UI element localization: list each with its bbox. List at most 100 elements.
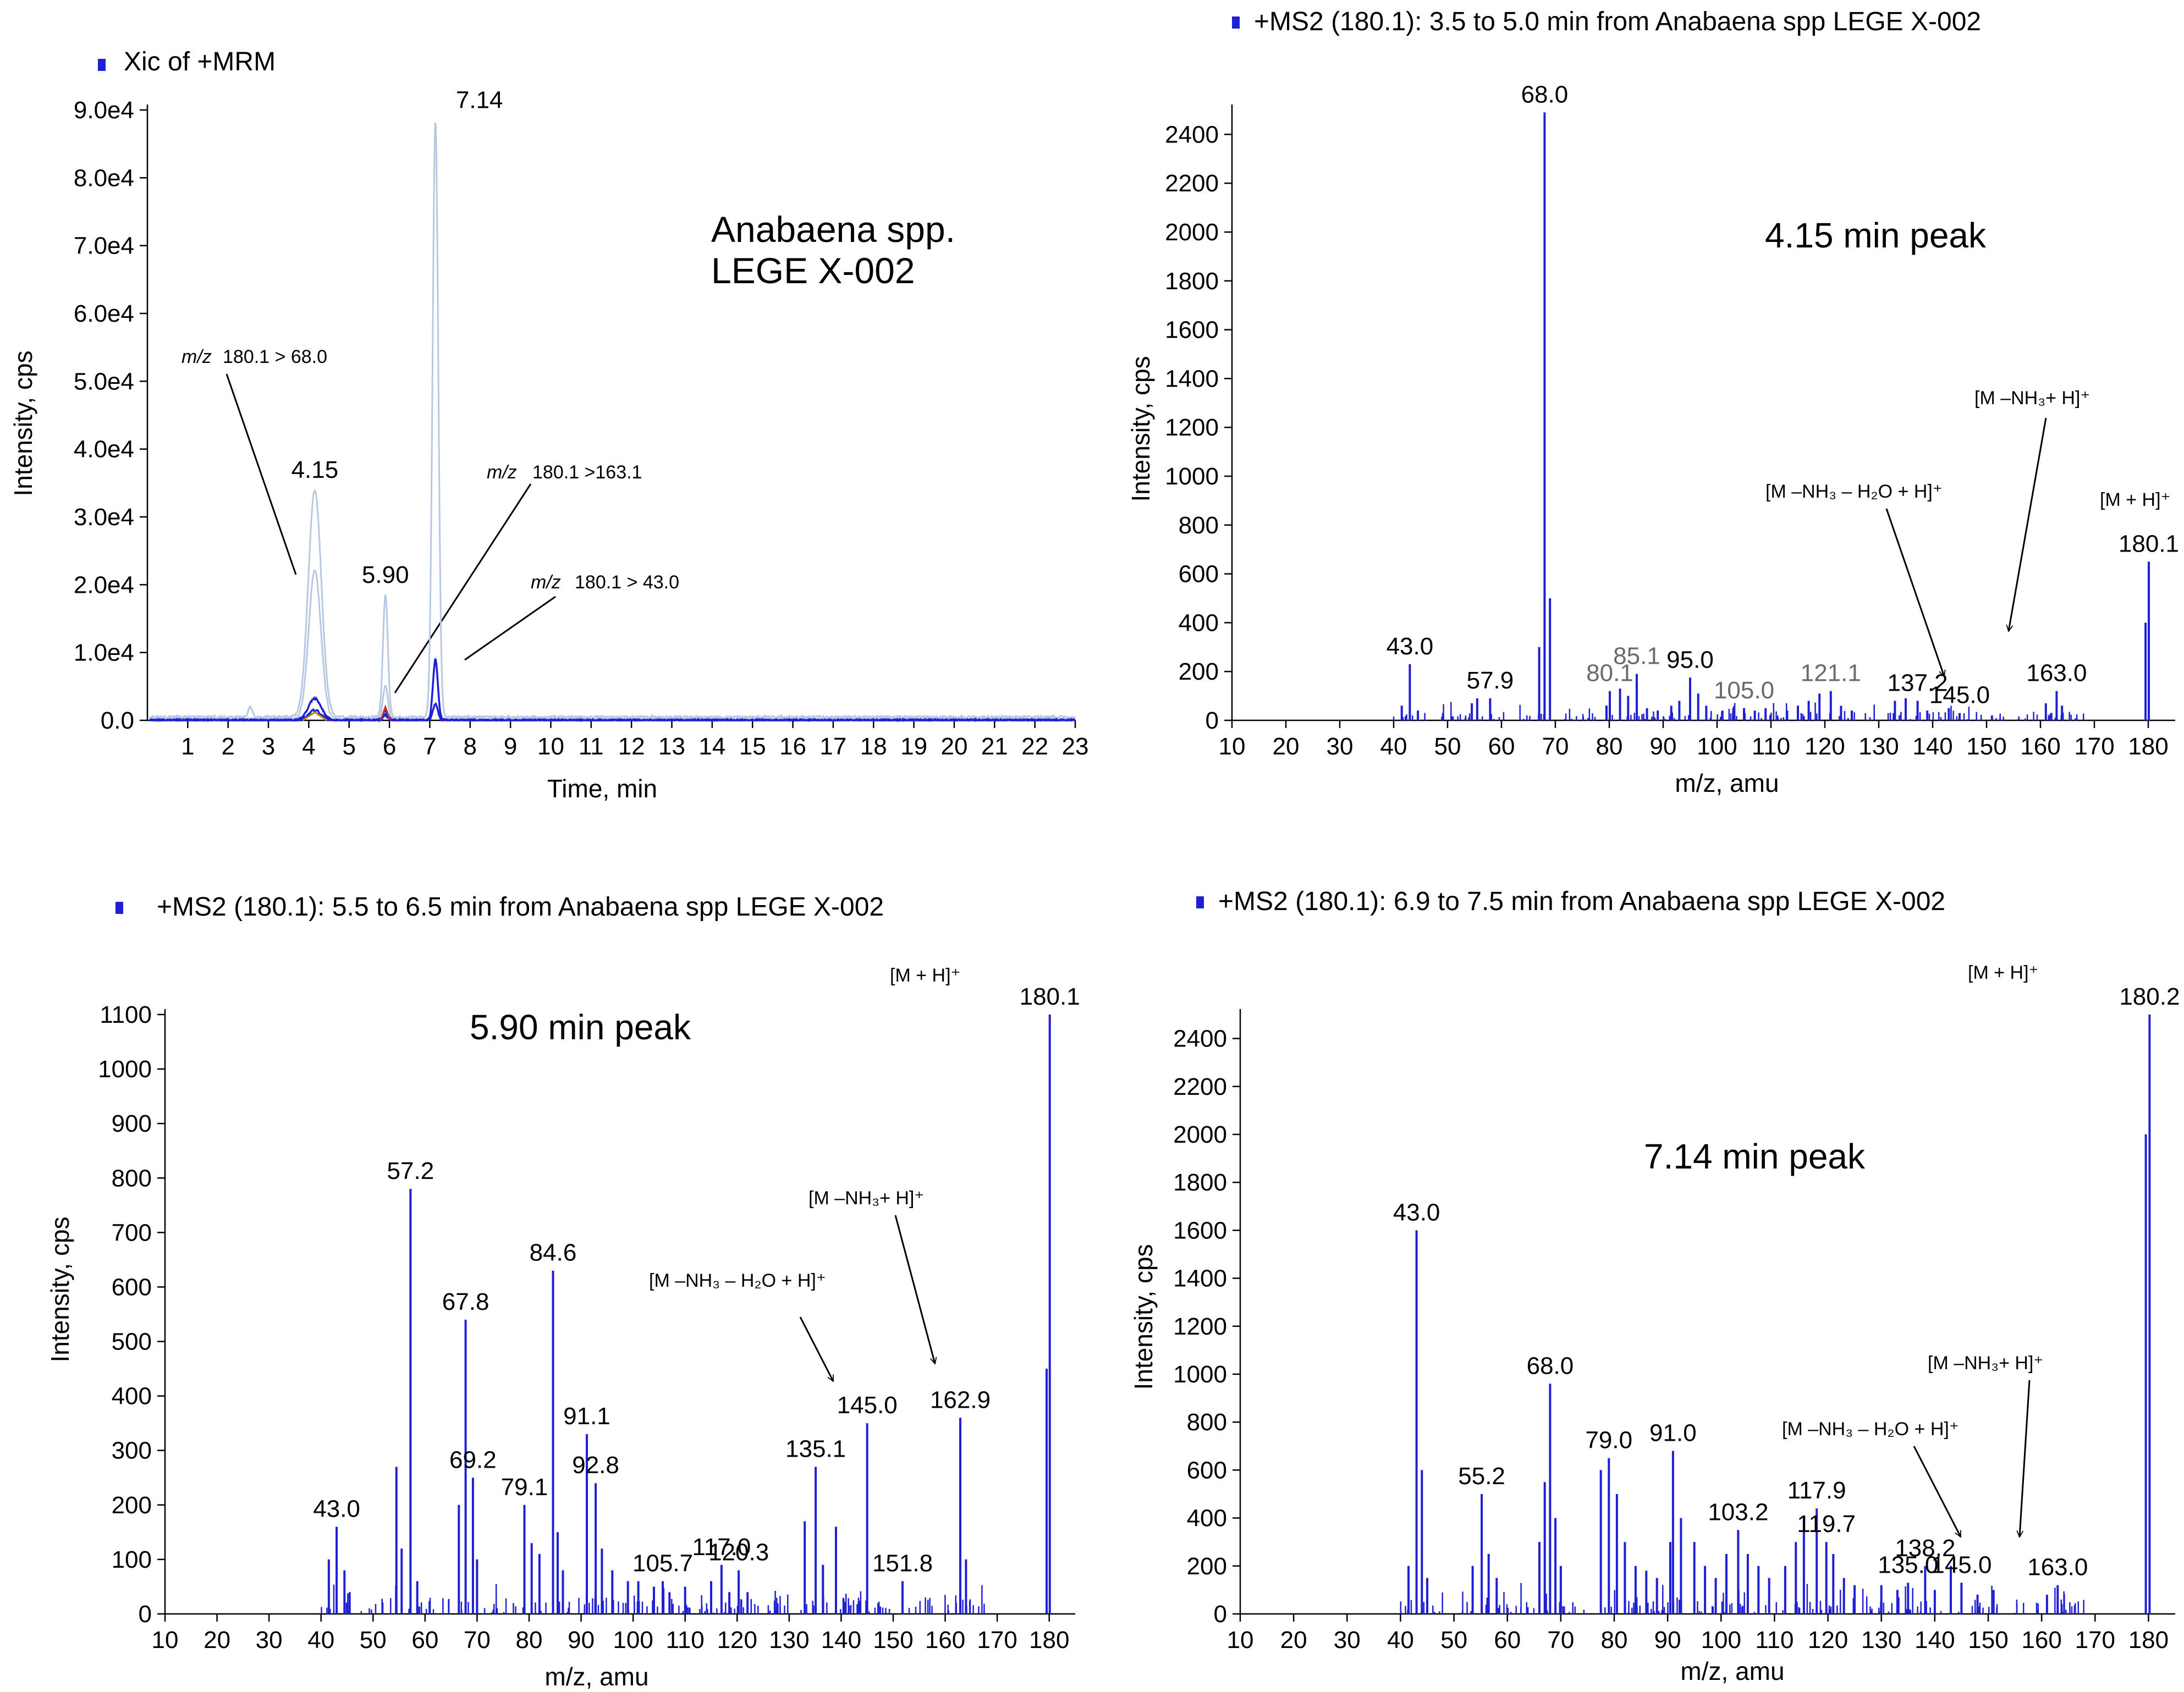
- x-tick-label: 60: [411, 1627, 438, 1654]
- x-tick-label: 19: [900, 733, 927, 760]
- x-tick-label: 120: [1805, 733, 1845, 760]
- peak-label: 162.9: [930, 1386, 991, 1413]
- x-tick-label: 20: [203, 1627, 230, 1654]
- y-tick-label: 2200: [1173, 1073, 1227, 1100]
- y-tick-label: 0: [139, 1601, 152, 1628]
- y-axis-label: Intensity, cps: [1126, 356, 1155, 501]
- transition-mz-43: m/z: [531, 572, 561, 593]
- y-tick-label: 1400: [1165, 365, 1219, 392]
- x-tick-label: 3: [262, 733, 275, 760]
- y-tick-label: 9.0e4: [74, 97, 134, 124]
- peak-label: 117.0: [692, 1534, 751, 1561]
- y-tick-label: 2400: [1173, 1026, 1227, 1052]
- y-tick-label: 7.0e4: [74, 233, 134, 260]
- y-tick-label: 0: [1206, 707, 1219, 734]
- peak-label: 79.0: [1585, 1427, 1632, 1454]
- x-tick-label: 170: [977, 1627, 1017, 1654]
- peak-label: 145.0: [837, 1392, 898, 1419]
- x-tick-label: 20: [1273, 733, 1300, 760]
- peak-label: 85.1: [1613, 643, 1660, 670]
- panel-xic: Xic of +MRM Intensity, cps Time, min Ana…: [9, 47, 1088, 803]
- y-axis-label: Intensity, cps: [46, 1216, 74, 1362]
- x-tick-label: 1: [181, 733, 194, 760]
- transition-text-163: 180.1 >163.1: [532, 462, 642, 483]
- x-tick-label: 2: [221, 733, 234, 760]
- y-tick-label: 100: [112, 1546, 152, 1573]
- x-tick-label: 120: [1808, 1627, 1848, 1654]
- x-axis-label: m/z, amu: [1675, 769, 1779, 797]
- y-tick-label: 4.0e4: [74, 436, 134, 463]
- peak-label: 57.9: [1467, 667, 1514, 694]
- ion-arrow-m-nh3: [2009, 417, 2047, 631]
- peak-label: 7.14: [456, 87, 503, 114]
- y-tick-label: 1100: [100, 1001, 152, 1028]
- x-tick-label: 120: [717, 1627, 757, 1654]
- legend-marker: [115, 902, 123, 914]
- x-tick-label: 4: [302, 733, 315, 760]
- x-tick-label: 140: [1915, 1627, 1955, 1654]
- y-tick-label: 600: [1187, 1457, 1227, 1484]
- legend-marker: [1196, 896, 1204, 908]
- peak-label: 135.1: [785, 1435, 846, 1462]
- ion-arrow-m-nh3-h2o: [1885, 508, 1944, 676]
- peak-annotation: 5.90 min peak: [470, 1007, 691, 1047]
- y-tick-label: 800: [1179, 512, 1219, 539]
- peak-label: 119.7: [1797, 1511, 1856, 1537]
- y-tick-label: 1000: [98, 1056, 152, 1083]
- y-tick-label: 2.0e4: [74, 571, 134, 598]
- x-tick-label: 17: [819, 733, 846, 760]
- series-line: [379, 704, 391, 721]
- transition-label-43: m/z 180.1 > 43.0: [531, 572, 679, 593]
- series-line: [149, 658, 1075, 723]
- y-tick-label: 2400: [1165, 121, 1219, 148]
- y-tick-label: 700: [112, 1219, 152, 1246]
- peak-label: 67.8: [442, 1288, 489, 1315]
- y-tick-label: 2000: [1165, 219, 1219, 246]
- sample-annotation-line1: Anabaena spp.: [711, 209, 955, 250]
- peak-label: 105.7: [632, 1550, 693, 1577]
- peak-label: 163.0: [2027, 1554, 2088, 1581]
- y-tick-label: 1200: [1173, 1313, 1227, 1340]
- x-tick-label: 16: [779, 733, 806, 760]
- x-axis-label: m/z, amu: [1680, 1657, 1784, 1685]
- x-tick-label: 30: [1334, 1627, 1361, 1654]
- x-tick-label: 40: [307, 1627, 334, 1654]
- ion-arrow-m-nh3-h2o: [1913, 1446, 1962, 1537]
- x-tick-label: 170: [2075, 1627, 2115, 1654]
- y-tick-label: 1400: [1173, 1265, 1227, 1292]
- panel-ms2-590: +MS2 (180.1): 5.5 to 6.5 min from Anabae…: [46, 892, 1080, 1691]
- x-tick-label: 50: [1440, 1627, 1467, 1654]
- panel-title: Xic of +MRM: [124, 47, 276, 76]
- peak-label: 145.0: [1929, 682, 1990, 709]
- x-tick-label: 130: [769, 1627, 809, 1654]
- peak-label: 43.0: [1393, 1199, 1440, 1226]
- ion-label-mh: [M + H]⁺: [890, 965, 960, 986]
- x-tick-label: 160: [2020, 733, 2060, 760]
- x-tick-label: 150: [1966, 733, 2006, 760]
- transition-text-68: 180.1 > 68.0: [223, 346, 327, 367]
- panel-ms2-714: +MS2 (180.1): 6.9 to 7.5 min from Anabae…: [1129, 887, 2180, 1685]
- x-tick-label: 90: [1650, 733, 1677, 760]
- y-axis-label: Intensity, cps: [9, 350, 37, 496]
- series-line: [302, 711, 328, 721]
- peak-label: 95.0: [1666, 646, 1714, 673]
- x-tick-label: 14: [698, 733, 725, 760]
- transition-text-43: 180.1 > 43.0: [575, 572, 679, 593]
- x-tick-label: 80: [1596, 733, 1623, 760]
- peak-label: 103.2: [1708, 1498, 1768, 1525]
- peak-label: 120.3: [708, 1539, 769, 1566]
- peak-label: 68.0: [1527, 1352, 1574, 1379]
- peak-label: 84.6: [530, 1239, 577, 1266]
- x-tick-label: 23: [1062, 733, 1089, 760]
- peak-label: 163.0: [2026, 660, 2087, 687]
- ion-label-mh: [M + H]⁺: [1968, 962, 2038, 983]
- peak-label: 180.1: [1020, 983, 1080, 1010]
- pointer-line-163: [394, 483, 532, 693]
- ion-label-m-nh3: [M –NH₃+ H]⁺: [1928, 1353, 2043, 1374]
- x-tick-label: 170: [2074, 733, 2114, 760]
- peak-annotation: 4.15 min peak: [1765, 216, 1987, 255]
- x-tick-label: 110: [1752, 733, 1790, 760]
- x-tick-label: 30: [256, 1627, 283, 1654]
- ion-arrow-m-nh3: [2020, 1380, 2031, 1537]
- x-tick-label: 100: [1697, 733, 1737, 760]
